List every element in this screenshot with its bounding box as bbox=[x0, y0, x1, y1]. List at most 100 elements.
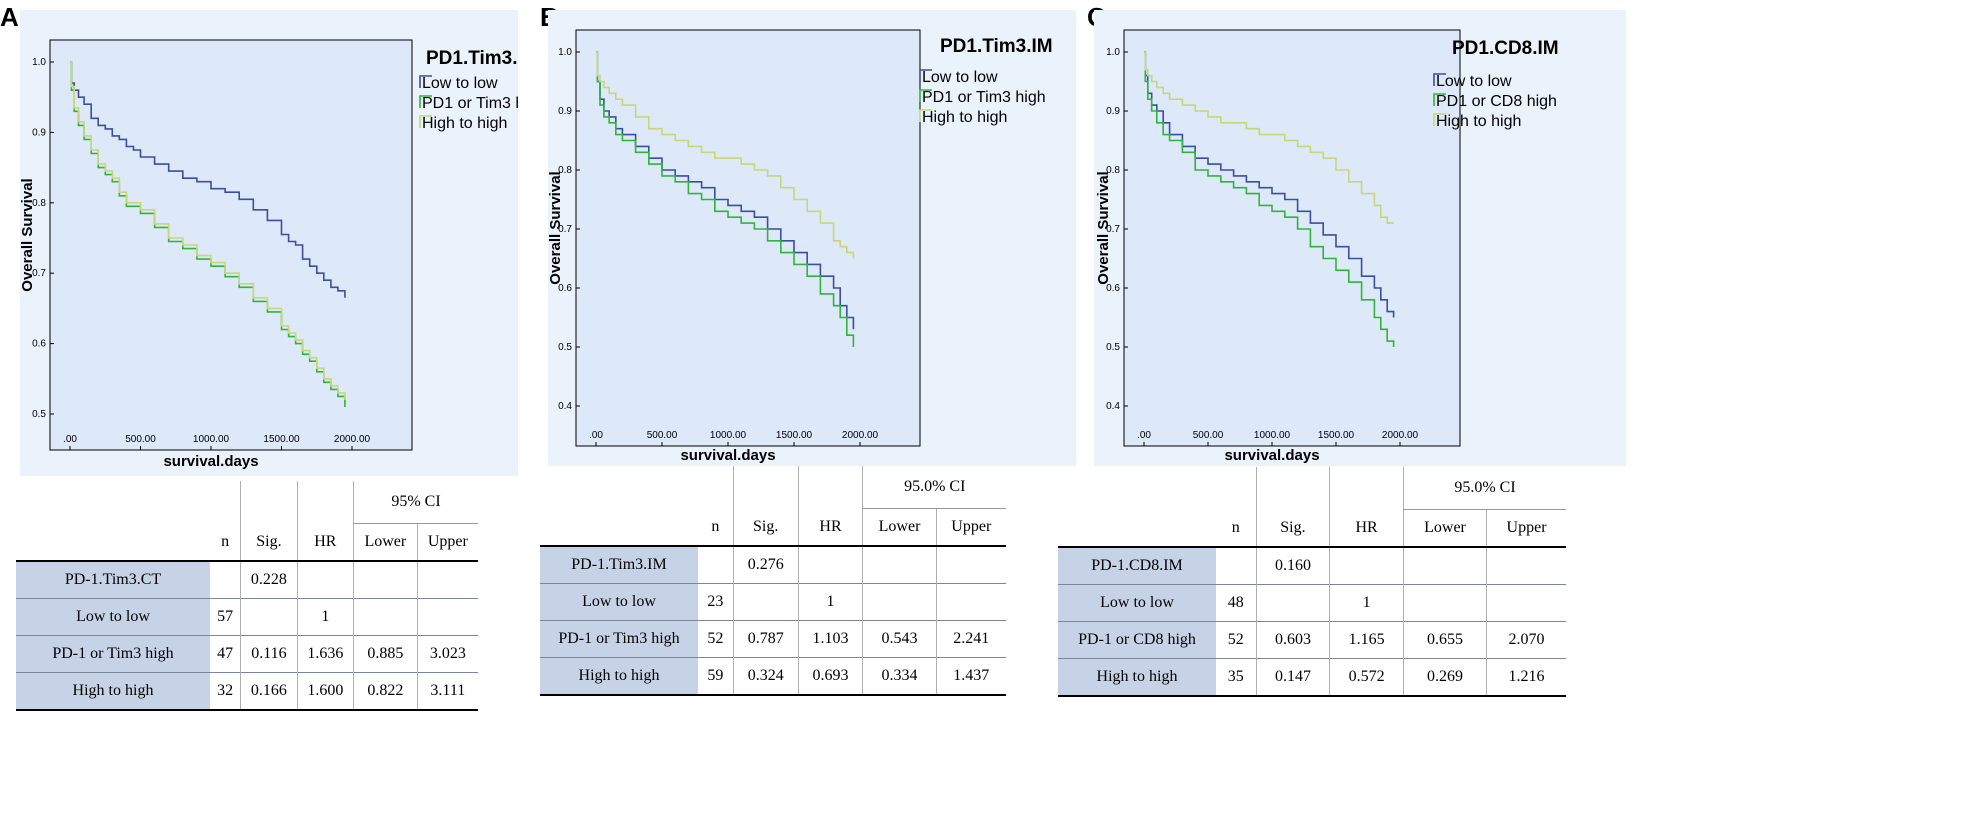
legend-swatch bbox=[1433, 73, 1446, 86]
legend-swatch bbox=[1433, 113, 1446, 126]
plot-area bbox=[1123, 29, 1461, 447]
row-label: PD-1 or CD8 high bbox=[1058, 621, 1216, 659]
table-header-row: 95% CI bbox=[16, 481, 478, 524]
chart-title: PD1.Tim3.CT bbox=[426, 48, 518, 69]
table-cell: 1.636 bbox=[296, 635, 354, 673]
header-cell bbox=[732, 466, 799, 509]
column-header: n bbox=[1216, 509, 1257, 548]
x-tick-label: 1500.00 bbox=[1318, 430, 1355, 441]
table-cell: 1.165 bbox=[1329, 621, 1404, 659]
table-cell: 48 bbox=[1216, 584, 1257, 622]
survival-chart-a: 1.0 0.9 0.8 0.7 0.6 0.5 .00 500.00 1000.00 1500.0… bbox=[20, 10, 518, 476]
header-cell bbox=[1216, 467, 1256, 510]
table-cell: 1.216 bbox=[1486, 658, 1566, 697]
y-tick-label: 0.7 bbox=[558, 224, 572, 235]
x-tick-label: 500.00 bbox=[647, 430, 678, 441]
table-cell: 1 bbox=[797, 583, 863, 621]
ci-header: 95.0% CI bbox=[1402, 467, 1566, 510]
x-tick-label: .00 bbox=[589, 430, 603, 441]
y-tick-label: 1.0 bbox=[558, 47, 572, 58]
table-cell bbox=[416, 598, 478, 636]
x-tick-label: 1000.00 bbox=[193, 434, 230, 445]
y-tick-label: 0.9 bbox=[32, 127, 46, 138]
header-cell bbox=[1329, 467, 1404, 510]
column-header: HR bbox=[797, 508, 863, 547]
table-cell: 52 bbox=[698, 620, 734, 658]
legend-label: Low to low bbox=[1436, 73, 1512, 90]
legend-swatch bbox=[419, 75, 432, 88]
table-cell: 0.147 bbox=[1255, 658, 1330, 697]
x-tick-label: 500.00 bbox=[1193, 430, 1224, 441]
y-tick-label: 0.5 bbox=[558, 342, 572, 353]
y-tick-label: 0.9 bbox=[1106, 106, 1120, 117]
x-tick-label: 500.00 bbox=[125, 434, 156, 445]
table-cell bbox=[296, 560, 354, 599]
table-row: Low to low 57 1 bbox=[16, 598, 478, 636]
row-label: PD-1.CD8.IM bbox=[1058, 546, 1216, 585]
header-cell bbox=[16, 523, 210, 562]
table-cell: 2.241 bbox=[935, 620, 1006, 658]
table-cell: 0.693 bbox=[797, 657, 863, 696]
table-cell bbox=[935, 545, 1006, 584]
table-cell: 1.437 bbox=[935, 657, 1006, 696]
row-label: PD-1.Tim3.IM bbox=[540, 545, 698, 584]
series-line-high-to-high bbox=[1144, 51, 1394, 224]
table-row: PD-1 or CD8 high 52 0.603 1.165 0.655 2.070 bbox=[1058, 621, 1566, 659]
table-cell: 3.111 bbox=[416, 672, 478, 711]
table-cell: 0.885 bbox=[353, 635, 418, 673]
y-tick-label: 0.4 bbox=[558, 401, 572, 412]
header-cell bbox=[540, 466, 698, 509]
column-header: Upper bbox=[1486, 509, 1566, 548]
series-line-pd1-or-cd8-high bbox=[1144, 51, 1395, 347]
y-axis-label: Overall Survival bbox=[1095, 171, 1112, 284]
table-cell bbox=[797, 545, 863, 584]
table-cell: 0.787 bbox=[732, 620, 799, 658]
y-tick-label: 0.5 bbox=[32, 409, 46, 420]
table-row: High to high 35 0.147 0.572 0.269 1.216 bbox=[1058, 658, 1566, 697]
series-line-low-to-low bbox=[1144, 51, 1395, 318]
y-tick-label: 0.6 bbox=[32, 339, 46, 350]
table-cell: 0.160 bbox=[1255, 546, 1330, 585]
series-line-pd1-or-tim3-high bbox=[596, 51, 855, 347]
column-header: Sig. bbox=[240, 523, 298, 562]
table-cell: 0.334 bbox=[862, 657, 937, 696]
column-header: Sig. bbox=[1255, 509, 1330, 548]
column-header: n bbox=[210, 523, 241, 562]
y-axis-label: Overall Survival bbox=[548, 171, 564, 284]
hazard-table-b: 95.0% CI n Sig. HR Lower Upper PD-1.Tim3.IM 0.2… bbox=[540, 466, 1006, 696]
table-column-header-row: n Sig. HR Lower Upper bbox=[1058, 509, 1566, 548]
y-tick-label: 1.0 bbox=[1106, 47, 1120, 58]
series-line-low-to-low bbox=[70, 61, 346, 298]
header-cell bbox=[1058, 467, 1216, 510]
legend-swatch bbox=[919, 69, 932, 82]
chart-panel-b: 1.0 0.9 0.8 0.7 0.6 0.5 0.4 .00 500.00 1000.00 150… bbox=[548, 10, 1076, 466]
table-cell: 0.572 bbox=[1329, 658, 1404, 697]
table-column-header-row: n Sig. HR Lower Upper bbox=[540, 508, 1006, 547]
ci-header: 95% CI bbox=[353, 481, 478, 524]
table-cell: 0.166 bbox=[240, 672, 298, 711]
table-cell: 57 bbox=[210, 598, 241, 636]
table-cell: 0.822 bbox=[353, 672, 418, 711]
hazard-table-a: 95% CI n Sig. HR Lower Upper PD-1.Tim3.CT 0.228… bbox=[16, 481, 478, 711]
table-cell bbox=[1329, 546, 1404, 585]
table-cell: 32 bbox=[210, 672, 241, 711]
column-header: n bbox=[698, 508, 734, 547]
table-cell: 0.603 bbox=[1255, 621, 1330, 659]
y-tick-label: 0.6 bbox=[558, 283, 572, 294]
table-cell bbox=[1402, 584, 1487, 622]
row-label: Low to low bbox=[540, 583, 698, 621]
table-cell: 0.269 bbox=[1402, 658, 1487, 697]
survival-chart-c: 1.0 0.9 0.8 0.7 0.6 0.5 0.4 .00 500.00 1000.00 150… bbox=[1094, 10, 1626, 466]
y-tick-label: 0.8 bbox=[1106, 165, 1120, 176]
row-label: PD-1 or Tim3 high bbox=[16, 635, 210, 673]
plot-area bbox=[49, 39, 413, 451]
y-tick-label: 0.4 bbox=[1106, 401, 1120, 412]
table-row: PD-1 or Tim3 high 47 0.116 1.636 0.885 3.023 bbox=[16, 635, 478, 673]
legend-label: Low to low bbox=[922, 69, 998, 86]
series-line-high-to-high bbox=[70, 61, 346, 400]
chart-panel-c: 1.0 0.9 0.8 0.7 0.6 0.5 0.4 .00 500.00 1000.00 150… bbox=[1094, 10, 1626, 466]
header-cell bbox=[1255, 467, 1330, 510]
hazard-table-c: 95.0% CI n Sig. HR Lower Upper PD-1.CD8.IM 0.16… bbox=[1058, 467, 1566, 697]
table-cell: 2.070 bbox=[1486, 621, 1566, 659]
table-cell: 0.324 bbox=[732, 657, 799, 696]
